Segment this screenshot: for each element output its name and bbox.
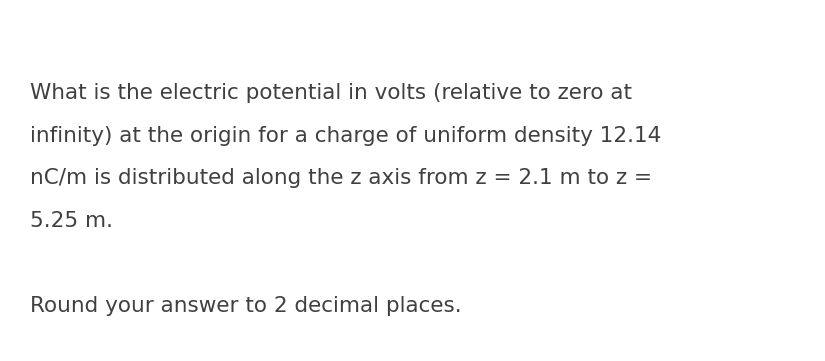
Text: What is the electric potential in volts (relative to zero at: What is the electric potential in volts … bbox=[30, 83, 632, 103]
Text: Round your answer to 2 decimal places.: Round your answer to 2 decimal places. bbox=[30, 296, 461, 316]
Text: nC/m is distributed along the z axis from z = 2.1 m to z =: nC/m is distributed along the z axis fro… bbox=[30, 168, 652, 188]
Text: 5.25 m.: 5.25 m. bbox=[30, 211, 113, 231]
Text: infinity) at the origin for a charge of uniform density 12.14: infinity) at the origin for a charge of … bbox=[30, 126, 661, 145]
